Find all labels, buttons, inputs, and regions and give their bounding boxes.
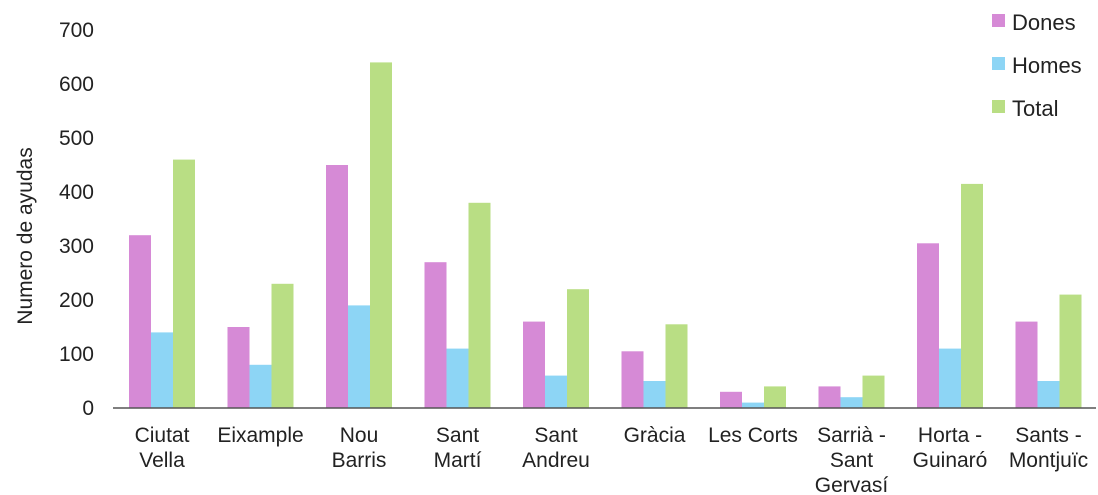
legend-label: Dones	[1012, 10, 1076, 35]
bar-total	[665, 324, 688, 408]
bar-homes	[249, 364, 272, 408]
x-category-label: Gràcia	[624, 424, 686, 447]
y-tick-label: 700	[59, 19, 94, 42]
y-tick-label: 0	[82, 397, 94, 420]
bar-dones	[424, 262, 447, 408]
legend-label: Homes	[1012, 53, 1082, 78]
bar-dones	[621, 351, 644, 408]
x-category-label: Horta -Guinaró	[913, 424, 988, 472]
bar-homes	[643, 381, 666, 408]
x-category-label: Sants -Montjuïc	[1009, 424, 1088, 472]
bar-total	[173, 159, 195, 408]
y-axis-ticks: 0 100 200 300 400 500 600 700	[59, 19, 94, 420]
bar-dones	[227, 327, 250, 408]
x-category-label: Les Corts	[708, 424, 798, 447]
legend-swatch-total	[992, 100, 1005, 113]
y-tick-label: 600	[59, 73, 94, 96]
bar-dones	[917, 243, 939, 408]
bar-total	[271, 283, 294, 408]
y-tick-label: 100	[59, 343, 94, 366]
bar-homes	[1037, 381, 1060, 408]
bar-dones	[818, 386, 841, 408]
x-category-label: Sant Andreu	[522, 424, 590, 472]
bar-homes	[742, 402, 764, 408]
x-category-label: Sarrià -Sant Gervasí	[815, 424, 889, 495]
x-category-label: Eixample	[217, 424, 303, 447]
category-labels: Ciutat Vella Eixample Nou Barris Sant Martí San…	[135, 424, 1089, 495]
bar-dones	[720, 391, 742, 408]
y-tick-label: 500	[59, 127, 94, 150]
bar-dones	[1015, 321, 1038, 408]
bar-homes	[348, 305, 370, 408]
x-category-label: Sant Martí	[434, 424, 482, 472]
bar-total	[370, 62, 392, 409]
y-axis-label: Numero de ayudas	[14, 147, 37, 324]
bar-total	[468, 202, 491, 408]
legend: Dones Homes Total	[992, 10, 1082, 121]
y-tick-label: 200	[59, 289, 94, 312]
y-tick-label: 400	[59, 181, 94, 204]
x-category-label: Nou Barris	[332, 424, 387, 472]
bar-total	[961, 183, 983, 408]
bar-total	[567, 289, 589, 408]
y-tick-label: 300	[59, 235, 94, 258]
bar-total	[1059, 294, 1082, 408]
bar-homes	[446, 348, 469, 408]
bar-homes	[545, 375, 567, 408]
bar-total	[764, 386, 786, 408]
bar-homes	[840, 397, 863, 408]
bar-total	[862, 375, 885, 408]
bar-dones	[129, 235, 151, 408]
legend-swatch-homes	[992, 57, 1005, 70]
legend-label: Total	[1012, 96, 1058, 121]
bar-dones	[523, 321, 545, 408]
x-category-label: Ciutat Vella	[135, 424, 190, 472]
bar-dones	[326, 165, 348, 408]
bars	[129, 62, 1082, 409]
legend-swatch-dones	[992, 14, 1005, 27]
bar-homes	[939, 348, 961, 408]
bar-homes	[151, 332, 173, 408]
